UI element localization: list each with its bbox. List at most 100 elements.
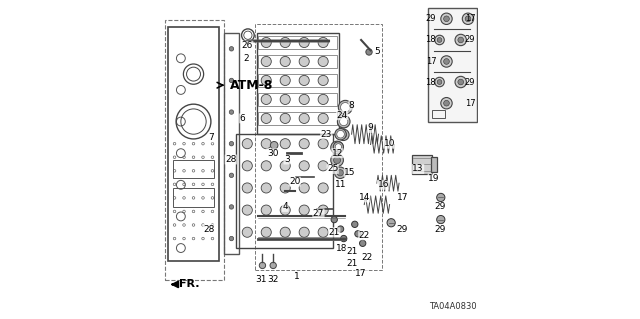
Circle shape <box>259 262 266 269</box>
Circle shape <box>318 37 328 48</box>
Circle shape <box>261 56 271 67</box>
Circle shape <box>465 16 471 22</box>
Text: 13: 13 <box>412 165 424 174</box>
Text: 21: 21 <box>328 228 340 237</box>
Circle shape <box>242 227 252 237</box>
Text: 29: 29 <box>435 225 446 234</box>
Circle shape <box>261 139 271 149</box>
Text: 4: 4 <box>282 203 288 211</box>
Circle shape <box>229 78 234 83</box>
Text: 29: 29 <box>464 35 474 44</box>
Circle shape <box>318 205 328 215</box>
Circle shape <box>318 113 328 123</box>
Text: 9: 9 <box>368 123 374 132</box>
Text: 29: 29 <box>435 203 446 211</box>
Text: 29: 29 <box>397 225 408 234</box>
Text: 10: 10 <box>384 139 396 148</box>
Text: 23: 23 <box>321 130 332 139</box>
Circle shape <box>340 132 346 138</box>
Circle shape <box>261 161 271 171</box>
Circle shape <box>337 130 344 138</box>
Text: 8: 8 <box>349 101 355 110</box>
Text: 32: 32 <box>267 275 278 284</box>
Text: 11: 11 <box>335 180 346 189</box>
Text: 1: 1 <box>294 272 300 281</box>
Circle shape <box>299 37 309 48</box>
Text: 3: 3 <box>284 155 290 164</box>
Text: 2: 2 <box>243 54 248 63</box>
Circle shape <box>458 37 463 43</box>
Circle shape <box>280 75 291 85</box>
Circle shape <box>337 115 350 128</box>
Circle shape <box>261 205 271 215</box>
Circle shape <box>318 56 328 67</box>
Circle shape <box>355 231 361 237</box>
Circle shape <box>299 227 309 237</box>
Circle shape <box>338 116 349 128</box>
Circle shape <box>366 49 372 55</box>
Circle shape <box>331 141 344 154</box>
Circle shape <box>436 215 445 224</box>
Circle shape <box>318 161 328 171</box>
Circle shape <box>261 94 271 105</box>
Circle shape <box>270 262 276 269</box>
Circle shape <box>462 13 474 25</box>
Circle shape <box>280 161 291 171</box>
Text: FR.: FR. <box>179 279 200 289</box>
Text: 30: 30 <box>267 149 278 158</box>
Circle shape <box>340 117 348 126</box>
Circle shape <box>333 142 344 152</box>
Circle shape <box>360 240 366 247</box>
Text: 20: 20 <box>289 177 300 186</box>
Circle shape <box>387 219 396 227</box>
Circle shape <box>299 56 309 67</box>
Circle shape <box>339 100 352 114</box>
Text: 5: 5 <box>374 48 380 56</box>
Circle shape <box>351 221 358 227</box>
Circle shape <box>318 183 328 193</box>
Circle shape <box>261 183 271 193</box>
Text: 12: 12 <box>332 149 343 158</box>
Text: 16: 16 <box>378 180 389 189</box>
Circle shape <box>437 80 442 85</box>
Text: ATM-8: ATM-8 <box>230 79 273 92</box>
Circle shape <box>444 16 449 22</box>
Circle shape <box>229 47 234 51</box>
Circle shape <box>335 144 342 150</box>
Text: 28: 28 <box>225 155 237 164</box>
Circle shape <box>441 13 452 25</box>
Circle shape <box>261 37 271 48</box>
Circle shape <box>299 205 309 215</box>
Circle shape <box>435 77 444 87</box>
Polygon shape <box>431 157 437 172</box>
Text: 22: 22 <box>358 231 370 240</box>
Circle shape <box>340 119 346 125</box>
Polygon shape <box>412 155 432 174</box>
Circle shape <box>441 98 452 109</box>
Circle shape <box>270 141 278 149</box>
Circle shape <box>280 227 291 237</box>
Circle shape <box>441 56 452 67</box>
Circle shape <box>242 205 252 215</box>
Text: 28: 28 <box>203 225 214 234</box>
Text: 26: 26 <box>241 41 253 50</box>
Text: 19: 19 <box>428 174 440 183</box>
Text: 29: 29 <box>464 78 474 86</box>
Circle shape <box>331 216 337 223</box>
Circle shape <box>333 157 340 164</box>
Circle shape <box>340 235 347 242</box>
Circle shape <box>280 56 291 67</box>
Circle shape <box>229 141 234 146</box>
Circle shape <box>261 75 271 85</box>
Circle shape <box>318 139 328 149</box>
Circle shape <box>444 100 449 106</box>
Text: 22: 22 <box>362 253 373 262</box>
Circle shape <box>435 35 444 45</box>
Circle shape <box>331 154 344 167</box>
Circle shape <box>338 129 349 141</box>
Text: 14: 14 <box>358 193 370 202</box>
Circle shape <box>437 38 442 42</box>
Circle shape <box>335 129 346 140</box>
Circle shape <box>318 227 328 237</box>
Circle shape <box>229 205 234 209</box>
